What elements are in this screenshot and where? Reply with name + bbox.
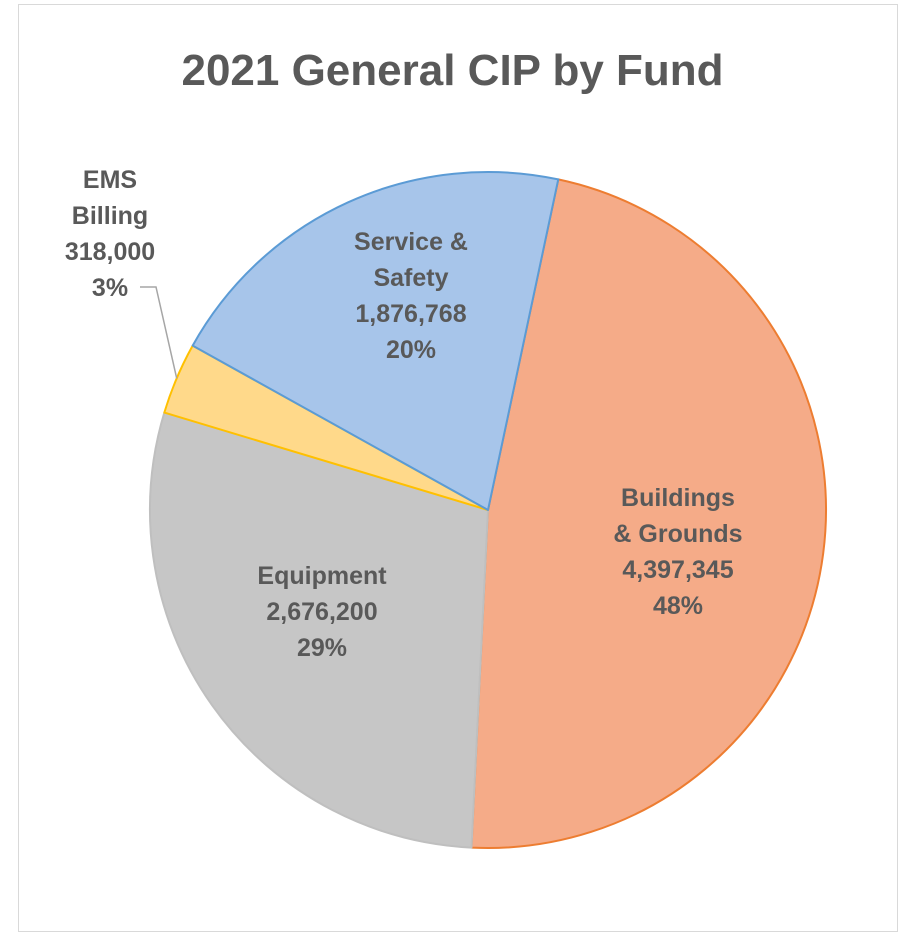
leader-line	[140, 286, 178, 379]
slice-label-name: Service &	[354, 228, 468, 256]
pie-slice-service-safety	[191, 171, 560, 511]
slice-label-percent: 20%	[386, 336, 436, 364]
data-label-service-safety: Service & Safety 1,876,768 20%	[354, 228, 468, 364]
slice-label-name: Billing	[72, 202, 148, 230]
slice-label-name: Safety	[373, 264, 448, 292]
slice-label-value: 4,397,345	[622, 556, 733, 584]
slice-label-percent: 3%	[92, 274, 128, 302]
slice-label-name: EMS	[83, 166, 137, 194]
slice-label-name: & Grounds	[613, 520, 742, 548]
data-label-ems-billing: EMS Billing 318,000 3%	[65, 166, 155, 302]
slice-label-name: Buildings	[621, 484, 735, 512]
slice-label-value: 1,876,768	[355, 300, 466, 328]
slice-label-percent: 29%	[297, 634, 347, 662]
chart-title: 2021 General CIP by Fund	[181, 46, 724, 95]
pie-slice-buildings-grounds	[470, 178, 827, 850]
slice-label-name: Equipment	[257, 562, 387, 590]
slice-label-value: 318,000	[65, 238, 155, 266]
slice-label-value: 2,676,200	[266, 598, 377, 626]
data-label-equipment: Equipment 2,676,200 29%	[257, 562, 387, 662]
data-label-buildings-grounds: Buildings & Grounds 4,397,345 48%	[613, 484, 742, 620]
slice-label-percent: 48%	[653, 592, 703, 620]
pie-slice-equipment	[149, 411, 489, 849]
